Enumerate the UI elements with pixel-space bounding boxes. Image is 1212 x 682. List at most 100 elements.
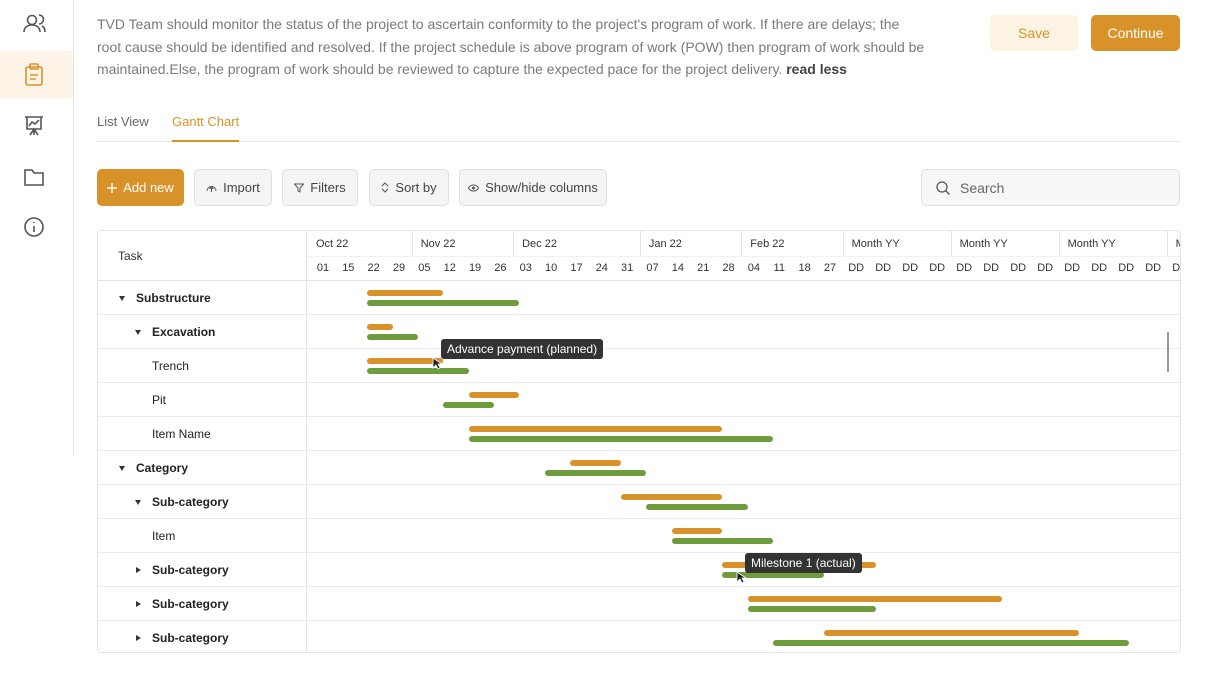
month-divider	[741, 231, 743, 256]
month-label: Nov 22	[420, 238, 456, 250]
day-label: 21	[697, 262, 710, 274]
task-label: Substructure	[136, 291, 211, 305]
filters-button[interactable]: Filters	[282, 169, 358, 206]
day-label: 01	[316, 262, 330, 274]
save-button[interactable]: Save	[990, 15, 1078, 51]
day-label: DD	[929, 262, 946, 274]
planned-bar	[671, 528, 723, 534]
day-label: DD	[902, 262, 919, 274]
planned-bar	[367, 358, 444, 364]
tab[interactable]: List View	[97, 114, 149, 129]
task-label: Item Name	[152, 427, 211, 441]
icon	[382, 182, 389, 193]
row-border	[98, 348, 1180, 349]
toggle-arrow[interactable]	[136, 600, 141, 607]
toggle-arrow[interactable]	[136, 566, 141, 573]
row-border	[98, 586, 1180, 587]
actual-bar	[367, 300, 520, 306]
actual-bar	[443, 402, 495, 408]
tab-underline	[172, 140, 239, 142]
planned-bar	[747, 596, 1002, 602]
toggle-arrow[interactable]	[136, 634, 141, 641]
label: Filters	[310, 180, 346, 195]
month-divider	[639, 231, 641, 256]
actual-bar	[468, 436, 773, 442]
day-label: DD	[956, 262, 973, 274]
actual-bar	[747, 606, 877, 612]
import-button[interactable]: Import	[194, 169, 272, 206]
planned-bar	[570, 460, 621, 466]
day-label: 15	[342, 262, 355, 274]
month-label: Feb 22	[750, 238, 785, 250]
day-label: 28	[722, 262, 735, 274]
month-label: Month YY	[1176, 238, 1180, 250]
scrollbar	[1167, 332, 1169, 372]
header-line	[307, 256, 1180, 257]
row-border	[98, 620, 1180, 621]
icon	[294, 183, 305, 193]
day-label: 03	[519, 262, 532, 274]
gantt-table: Task Oct 22 Nov 22 Dec 22 Jan 22 Feb 22 Month…	[97, 230, 1181, 653]
day-label: DD	[875, 262, 892, 274]
day-label: 18	[798, 262, 811, 274]
toggle-arrow[interactable]	[135, 330, 141, 335]
task-label: Sub-category	[152, 597, 229, 611]
month-label: Oct 22	[316, 238, 349, 250]
task-header: Task	[118, 249, 143, 263]
month-divider	[1166, 231, 1168, 256]
task-label: Sub-category	[152, 631, 229, 645]
row-border	[98, 314, 1180, 315]
day-label: 19	[468, 262, 482, 274]
search-input[interactable]: Search	[921, 169, 1180, 206]
actual-bar	[367, 334, 419, 340]
toggle-arrow[interactable]	[135, 500, 141, 505]
month-divider	[842, 231, 844, 256]
description: maintained.Else, the program of work sho…	[97, 61, 847, 77]
cursor	[736, 571, 748, 584]
sort-button[interactable]: Sort by	[369, 169, 449, 206]
toggle-arrow[interactable]	[119, 296, 125, 301]
month-divider	[1058, 231, 1060, 256]
day-label: 10	[544, 262, 558, 274]
day-label: DD	[1010, 262, 1027, 274]
planned-bar	[367, 324, 393, 330]
description: maintained.Else, the program of work sho…	[97, 61, 783, 77]
planned-bar	[620, 494, 723, 500]
label: Show/hide columns	[485, 180, 598, 195]
month-label: Jan 22	[648, 238, 682, 250]
month-label: Month YY	[959, 238, 1008, 250]
read-less-link[interactable]: read less	[786, 61, 847, 77]
task-list: Substructure Excavation Trench Pit Item Name…	[98, 231, 307, 652]
day-label: 22	[367, 262, 380, 274]
icon	[206, 185, 217, 192]
plus-icon	[107, 182, 118, 193]
actual-bar	[772, 640, 1129, 646]
task-label: Category	[136, 461, 189, 475]
task-label: Sub-category	[152, 495, 229, 509]
columns-button[interactable]: Show/hide columns	[459, 169, 607, 206]
day-label: DD	[1064, 262, 1081, 274]
month-divider	[950, 231, 952, 256]
month-label: Month YY	[1067, 238, 1116, 250]
month-divider	[411, 231, 413, 256]
tab[interactable]: Gantt Chart	[172, 114, 240, 129]
header-border	[98, 280, 1180, 281]
day-label: 11	[773, 262, 785, 274]
toggle-arrow[interactable]	[119, 466, 125, 471]
task-label: Sub-category	[152, 563, 229, 577]
day-label: 05	[418, 262, 431, 274]
day-label: 07	[646, 262, 659, 274]
month-label: Month YY	[851, 238, 900, 250]
actual-bar	[646, 504, 748, 510]
day-label: DD	[1091, 262, 1108, 274]
description: TVD Team should monitor the status of th…	[97, 16, 900, 32]
day-label: DD	[1172, 262, 1180, 274]
day-label: 29	[392, 262, 406, 274]
actual-bar	[544, 470, 647, 476]
add-new-button[interactable]: Add new	[97, 169, 184, 206]
continue-button[interactable]: Continue	[1091, 15, 1180, 51]
task-label: Item	[152, 529, 176, 543]
tooltip: Advance payment (planned)	[441, 339, 604, 359]
icon	[468, 184, 480, 191]
